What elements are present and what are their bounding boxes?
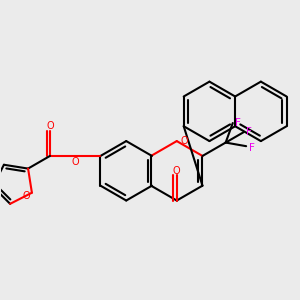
Text: O: O: [23, 191, 30, 201]
Text: O: O: [71, 157, 79, 167]
Text: F: F: [249, 143, 254, 153]
Text: O: O: [180, 136, 188, 146]
Text: O: O: [173, 166, 181, 176]
Text: O: O: [46, 121, 54, 131]
Text: F: F: [235, 118, 241, 128]
Text: F: F: [246, 127, 252, 137]
